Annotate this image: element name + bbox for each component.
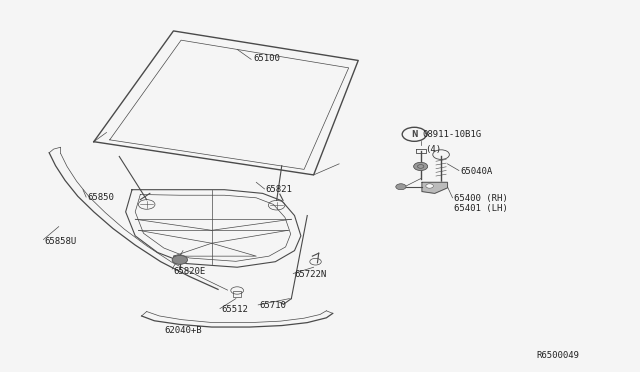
Circle shape bbox=[426, 184, 433, 188]
Text: 65850: 65850 bbox=[88, 193, 115, 202]
Text: R6500049: R6500049 bbox=[537, 350, 580, 360]
Text: 62040+B: 62040+B bbox=[164, 326, 202, 335]
Text: (4): (4) bbox=[425, 145, 441, 154]
Text: 08911-10B1G: 08911-10B1G bbox=[422, 130, 481, 139]
Circle shape bbox=[396, 184, 406, 190]
Text: 65821: 65821 bbox=[266, 185, 292, 194]
Text: 65040A: 65040A bbox=[460, 167, 492, 176]
Text: N: N bbox=[411, 130, 417, 139]
Text: 65100: 65100 bbox=[253, 54, 280, 63]
Text: 65710: 65710 bbox=[259, 301, 286, 311]
Text: 65401 (LH): 65401 (LH) bbox=[454, 203, 508, 213]
Circle shape bbox=[413, 162, 428, 170]
Bar bbox=[234, 291, 241, 297]
Text: 65400 (RH): 65400 (RH) bbox=[454, 195, 508, 203]
Circle shape bbox=[172, 256, 188, 264]
Polygon shape bbox=[422, 182, 447, 193]
Text: 65820E: 65820E bbox=[173, 267, 205, 276]
Text: 65858U: 65858U bbox=[45, 237, 77, 246]
Text: 65512: 65512 bbox=[221, 305, 248, 314]
Text: 65722N: 65722N bbox=[294, 270, 327, 279]
